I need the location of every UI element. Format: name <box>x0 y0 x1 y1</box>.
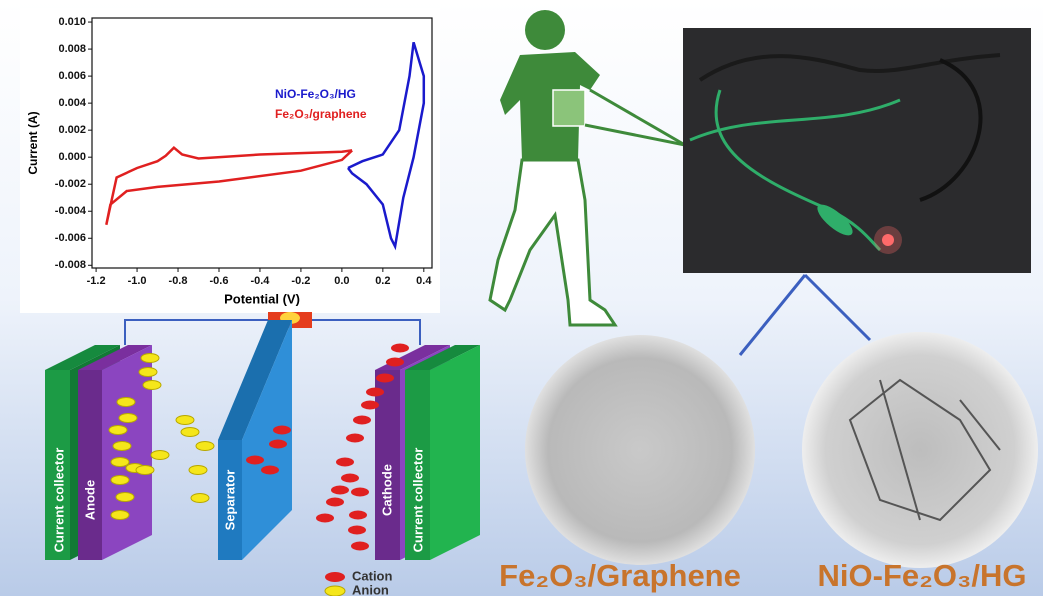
x-tick-label: -0.4 <box>250 275 270 287</box>
anion-dot <box>116 493 134 502</box>
cation-dot <box>346 434 364 443</box>
cathode-label: Cathode <box>379 464 394 516</box>
y-tick-label: -0.008 <box>55 259 86 271</box>
x-tick-label: -0.6 <box>210 275 229 287</box>
cation-dot <box>391 344 409 353</box>
cation-dot <box>246 456 264 465</box>
legend-label: NiO-Fe₂O₃/HG <box>275 87 356 101</box>
anion-dot <box>109 426 127 435</box>
anion-dot <box>111 511 129 520</box>
cation-dot <box>351 542 369 551</box>
cation-dot <box>273 426 291 435</box>
separator-label: Separator <box>222 470 237 531</box>
y-tick-label: 0.006 <box>58 70 86 82</box>
image-caption: NiO-Fe₂O₃/HG <box>818 558 1027 593</box>
legend-cation: Cation <box>352 568 393 583</box>
anion-dot <box>119 414 137 423</box>
legend-label: Fe₂O₃/graphene <box>275 107 367 121</box>
cation-dot <box>336 458 354 467</box>
cation-dot <box>348 526 366 535</box>
cation-dot <box>361 401 379 410</box>
anion-dot <box>196 442 214 451</box>
cation-dot <box>376 374 394 383</box>
tem-image <box>802 332 1038 568</box>
x-tick-label: 0.2 <box>375 275 390 287</box>
cation-dot <box>326 498 344 507</box>
cation-dot <box>261 466 279 475</box>
anion-dot <box>176 416 194 425</box>
y-tick-label: -0.002 <box>55 178 86 190</box>
anode-label: Anode <box>82 480 97 520</box>
anion-dot <box>191 494 209 503</box>
anion-dot <box>189 466 207 475</box>
collector-label: Current collector <box>51 448 66 553</box>
y-tick-label: 0.004 <box>58 97 86 109</box>
x-axis-title: Potential (V) <box>224 291 300 306</box>
anion-dot <box>111 458 129 467</box>
collector-label: Current collector <box>410 448 425 553</box>
cation-dot <box>349 511 367 520</box>
y-tick-label: 0.000 <box>58 151 86 163</box>
x-tick-label: -0.8 <box>169 275 188 287</box>
y-tick-label: 0.008 <box>58 43 86 55</box>
x-tick-label: 0.4 <box>416 275 432 287</box>
y-tick-label: 0.002 <box>58 124 86 136</box>
anion-dot <box>151 451 169 460</box>
legend-anion: Anion <box>352 582 389 596</box>
cation-dot <box>353 416 371 425</box>
device-photo <box>683 28 1031 273</box>
anion-dot <box>139 368 157 377</box>
anion-dot <box>143 381 161 390</box>
x-tick-label: -1.2 <box>87 275 106 287</box>
anion-dot <box>111 476 129 485</box>
cation-dot <box>269 440 287 449</box>
y-tick-label: -0.006 <box>55 232 86 244</box>
y-tick-label: -0.004 <box>55 205 87 217</box>
anion-dot <box>117 398 135 407</box>
cation-dot <box>316 514 334 523</box>
cation-dot <box>386 358 404 367</box>
y-tick-label: 0.010 <box>58 16 86 28</box>
image-caption: Fe₂O₃/Graphene <box>499 558 741 593</box>
x-tick-label: -0.2 <box>291 275 310 287</box>
tem-image <box>525 335 755 565</box>
anion-dot <box>181 428 199 437</box>
y-axis-title: Current (A) <box>26 111 40 174</box>
anion-dot <box>136 466 154 475</box>
anion-dot <box>141 354 159 363</box>
cation-dot <box>331 486 349 495</box>
cation-dot <box>366 388 384 397</box>
anion-dot <box>113 442 131 451</box>
x-tick-label: 0.0 <box>334 275 349 287</box>
cation-dot <box>341 474 359 483</box>
figure: Current (A) Potential (V) -1.2 -1.0 -0.8 -0… <box>0 0 1043 596</box>
cation-dot <box>351 488 369 497</box>
x-tick-label: -1.0 <box>128 275 147 287</box>
